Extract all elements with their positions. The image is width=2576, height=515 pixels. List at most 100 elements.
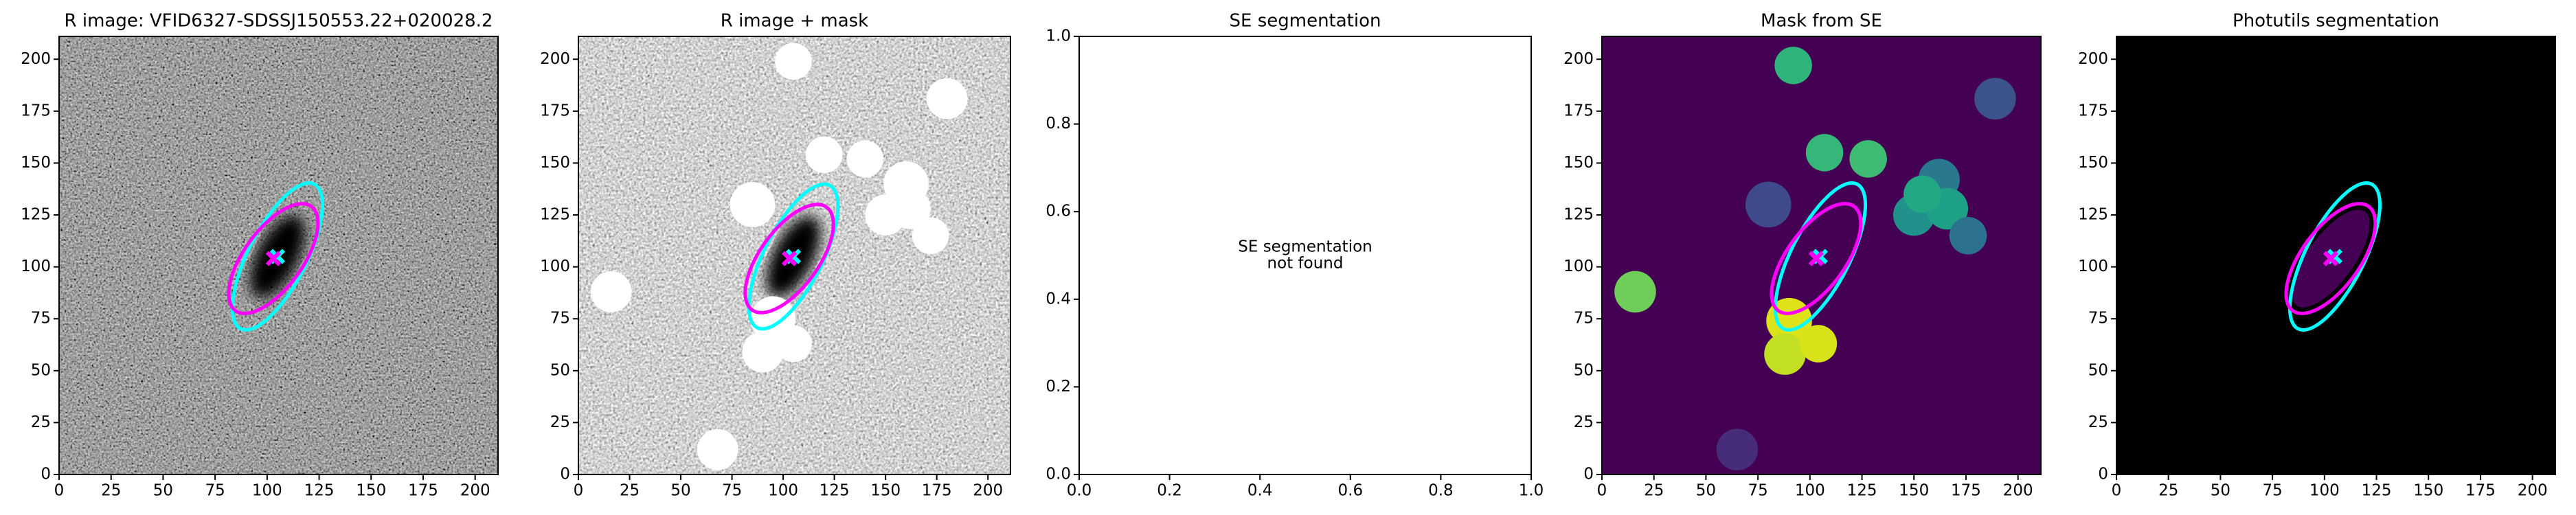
x-tick-label: 50 [1696,482,1716,500]
x-tick-label: 50 [670,482,690,500]
x-tick-label: 150 [2413,482,2443,500]
x-tick-label: 50 [2211,482,2230,500]
y-tick-label: 25 [31,413,51,431]
x-tick-label: 0 [54,482,65,500]
center-marker [265,251,282,266]
x-tick-label: 0.6 [1338,482,1364,500]
y-tick-label: 200 [1563,50,1594,68]
panel: Photutils segmentation 0 25 50 75 100 125 150 17… [2078,11,2556,500]
x-tick-label: 175 [2465,482,2496,500]
x-tick-label: 125 [304,482,335,500]
mask-region [926,78,968,119]
aperture-ellipse [743,203,835,314]
x-tick-label: 125 [2362,482,2392,500]
y-tick-label: 125 [1563,206,1594,224]
y-tick-label: 0 [1583,466,1594,483]
x-tick-label: 25 [2158,482,2178,500]
y-tick-label: 100 [540,258,570,275]
mask-region [697,428,738,470]
y-tick-label: 175 [1563,102,1594,119]
x-tick-label: 200 [460,482,490,500]
y-tick-label: 75 [550,310,570,328]
y-tick-label: 150 [21,154,51,172]
x-tick-label: 0 [2112,482,2122,500]
x-tick-label: 150 [356,482,386,500]
aperture-ellipse [230,181,325,332]
x-tick-label: 175 [1951,482,1981,500]
x-tick-label: 150 [1899,482,1929,500]
aperture-ellipse [1773,181,1868,332]
y-tick-label: 50 [31,361,51,379]
panel: Mask from SE 0 25 50 75 100 125 150 175 200 0 25 50 7… [1563,11,2042,500]
panel-title: SE segmentation [1230,11,1381,32]
y-tick-label: 25 [550,413,570,431]
y-tick-label: 150 [1563,154,1594,172]
axes-frame [578,36,1011,475]
y-tick-label: 25 [1574,413,1594,431]
x-tick-label: 100 [2309,482,2340,500]
aperture-ellipse [227,202,320,315]
y-tick-label: 125 [2078,206,2108,224]
y-tick-label: 0 [560,466,570,483]
center-marker [1808,251,1824,266]
y-tick-label: 100 [1563,258,1594,275]
x-tick-label: 100 [252,482,282,500]
mask-region [1764,333,1806,375]
center-marker [2323,251,2339,266]
y-tick-label: 200 [2078,50,2108,68]
x-tick-label: 0.8 [1428,482,1454,500]
x-tick-label: 125 [820,482,850,500]
aperture-ellipse [1770,202,1863,315]
axes-frame [1078,36,1532,475]
y-tick-label: 0 [2098,466,2108,483]
y-tick-label: 0.2 [1046,378,1071,396]
axes-frame [1601,36,2042,475]
y-tick-label: 50 [1574,361,1594,379]
x-tick-label: 200 [2518,482,2548,500]
mask-region [890,188,931,229]
x-tick-label: 0 [1597,482,1607,500]
image-area [578,36,1010,474]
x-tick-label: 75 [722,482,742,500]
y-tick-label: 150 [2078,154,2108,172]
y-tick-label: 175 [2078,102,2108,119]
y-tick-label: 25 [2088,413,2108,431]
x-tick-label: 0.4 [1247,482,1273,500]
mask-region [775,43,812,80]
x-tick-label: 75 [205,482,225,500]
y-tick-label: 0.4 [1046,290,1071,308]
x-tick-label: 25 [620,482,640,500]
mask-region [1805,134,1844,172]
mask-region [1949,217,1987,255]
image-area [59,36,498,474]
x-tick-label: 200 [973,482,1003,500]
panel: R image + mask 0 25 50 75 100 125 150 175 200 0 25 5… [540,11,1011,500]
panel-title: Mask from SE [1761,11,1882,32]
x-tick-label: 0 [574,482,584,500]
mask-region [1849,140,1887,178]
panel: R image: VFID6327-SDSSJ150553.22+020028.… [21,11,499,500]
mask-region [1774,47,1812,84]
y-tick-label: 100 [21,258,51,275]
x-tick-label: 0.2 [1157,482,1182,500]
x-tick-label: 25 [101,482,121,500]
y-tick-label: 0.8 [1046,115,1071,133]
y-tick-label: 200 [540,50,570,68]
mask-region [1799,325,1838,363]
y-tick-label: 1.0 [1046,27,1071,45]
mask-region [1716,428,1759,470]
mask-region [846,140,884,178]
y-tick-label: 200 [21,50,51,68]
center-marker [781,251,798,266]
x-tick-label: 150 [870,482,901,500]
image-area [1602,36,2041,474]
annotation: SE segmentation [1238,238,1372,256]
y-tick-label: 75 [1574,310,1594,328]
y-tick-label: 125 [540,206,570,224]
panel-title: Photutils segmentation [2233,11,2439,32]
image-area [2116,36,2555,474]
x-tick-label: 0.0 [1067,482,1092,500]
mask-region [912,217,949,255]
